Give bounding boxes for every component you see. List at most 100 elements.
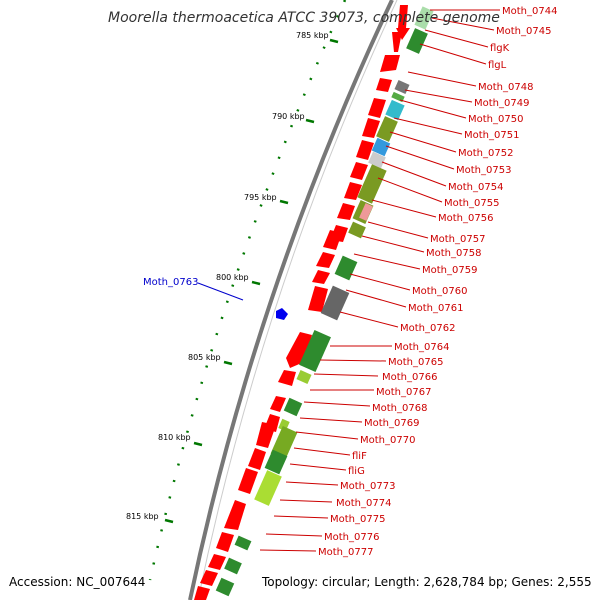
gene-label[interactable]: Moth_0759 [422,265,477,276]
gene-arrow [362,118,380,138]
gene-block [320,285,350,321]
gene-labels: Moth_0744 Moth_0745 flgK flgL Moth_0748 … [318,6,557,558]
ruler-tick [193,441,203,447]
gene-label[interactable]: Moth_0753 [456,165,511,176]
gene-label[interactable]: fliF [352,451,367,462]
gene-arrow [337,203,355,220]
gene-label[interactable]: flgK [490,43,510,54]
gene-block [283,397,303,417]
gene-arrow [270,396,286,412]
gene-arrow [368,98,386,118]
gene-label[interactable]: Moth_0765 [388,357,443,368]
gene-arrow [194,586,210,600]
gene-arrow [216,532,234,552]
ruler-labels: 785 kbp 790 kbp 795 kbp 800 kbp 805 kbp … [126,31,329,521]
ruler-label: 790 kbp [272,112,305,121]
gene-label[interactable]: Moth_0755 [444,198,499,209]
gene-block [357,164,387,204]
gene-label[interactable]: Moth_0757 [430,234,485,245]
gene-arrow [248,448,266,470]
gene-label[interactable]: Moth_0762 [400,323,455,334]
gene-block [406,28,428,54]
gene-label[interactable]: Moth_0773 [340,481,395,492]
highlight-gene-label[interactable]: Moth_0763 [143,277,198,288]
gene-label[interactable]: Moth_0758 [426,248,481,259]
gene-block [234,535,252,551]
gene-block [299,329,331,373]
ruler-tick [305,118,315,124]
ruler-tick [329,38,339,44]
gene-arrow [392,32,402,52]
gene-arrow [380,55,400,72]
ruler-label: 810 kbp [158,433,191,442]
gene-block [215,577,235,597]
ruler-label: 785 kbp [296,31,329,40]
gene-arrow [316,252,335,268]
gene-arrow [350,162,368,180]
cds-strand-2 [215,6,434,597]
ruler-tick [223,360,233,366]
ruler-label: 795 kbp [244,193,277,202]
gene-label[interactable]: Moth_0767 [376,387,431,398]
gene-block [385,99,405,121]
gene-label[interactable]: Moth_0744 [502,6,557,17]
gene-label[interactable]: Moth_0777 [318,547,373,558]
gene-arrow [376,78,392,92]
ruler-tick [164,518,174,524]
gene-block [348,221,366,239]
gene-label[interactable]: Moth_0768 [372,403,427,414]
gene-label[interactable]: fliG [348,466,365,477]
gene-label[interactable]: Moth_0764 [394,342,449,353]
genome-title: Moorella thermoacetica ATCC 39073, compl… [108,10,500,26]
gene-label[interactable]: Moth_0745 [496,26,551,37]
cds-strand-1 [194,5,410,600]
gene-label[interactable]: Moth_0766 [382,372,437,383]
gene-block [264,449,288,475]
genome-backbone-inner [197,0,398,600]
gene-block [224,557,242,575]
gene-block [368,151,386,169]
accession-text: Accession: NC_007644 [9,575,145,589]
gene-arrow [344,182,362,200]
gene-label[interactable]: Moth_0760 [412,286,467,297]
gene-label[interactable]: Moth_0770 [360,435,415,446]
gene-arrow [200,570,218,586]
genome-backbone [188,0,394,600]
gene-arrow [308,286,328,312]
ruler-label: 815 kbp [126,512,159,521]
gene-block [270,426,298,460]
gene-arrow [396,5,410,40]
topology-text: Topology: circular; Length: 2,628,784 bp… [261,575,592,589]
gene-block [359,203,373,221]
ruler-tick [279,199,289,205]
gene-label[interactable]: Moth_0748 [478,82,533,93]
gene-label[interactable]: Moth_0774 [336,498,391,509]
gene-label[interactable]: Moth_0775 [330,514,385,525]
gene-label[interactable]: Moth_0750 [468,114,523,125]
highlight-gene-arrow[interactable] [276,308,288,320]
ruler-tick [251,280,261,286]
gene-label[interactable]: Moth_0754 [448,182,503,193]
gene-label[interactable]: flgL [488,60,507,71]
highlight-leader-line [197,282,244,301]
gene-label[interactable]: Moth_0751 [464,130,519,141]
gene-block [414,6,434,30]
gene-label[interactable]: Moth_0749 [474,98,529,109]
gene-arrow [256,422,276,448]
gene-arrow [208,554,226,570]
gene-arrow [312,270,330,284]
gene-label[interactable]: Moth_0769 [364,418,419,429]
gene-arrow [323,230,342,250]
gene-label[interactable]: Moth_0752 [458,148,513,159]
gene-label[interactable]: Moth_0756 [438,213,493,224]
gene-block [371,137,391,157]
gene-label[interactable]: Moth_0761 [408,303,463,314]
ruler-label: 805 kbp [188,353,221,362]
gene-label[interactable]: Moth_0776 [324,532,379,543]
gene-arrow [238,468,258,494]
gene-block [334,255,358,281]
gene-block [391,91,405,103]
gene-block [254,470,282,506]
gene-arrow [278,370,296,386]
